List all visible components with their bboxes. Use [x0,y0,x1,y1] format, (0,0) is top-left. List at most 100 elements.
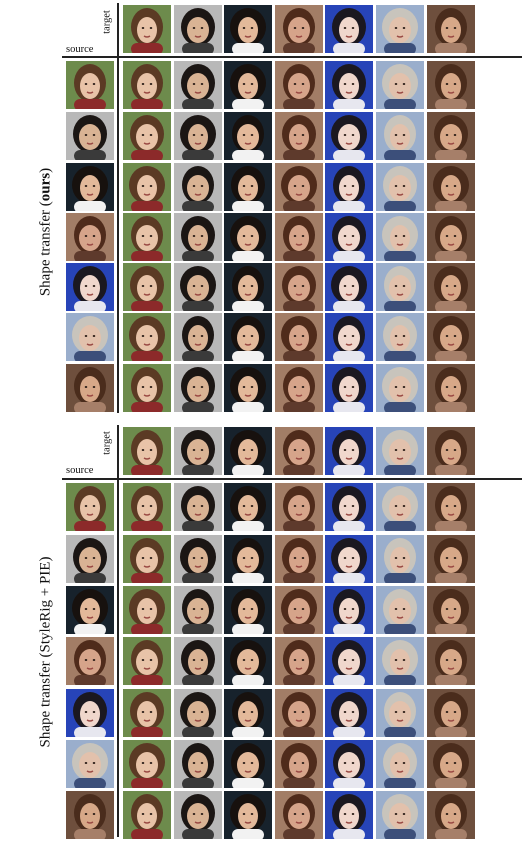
bottom-result-face [123,637,171,685]
top-result-face [123,112,171,160]
top-result-face [427,112,475,160]
bottom-result-face [376,483,424,531]
top-result-face [427,364,475,412]
bottom-result-face [376,689,424,737]
bottom-result-face [123,586,171,634]
bottom-result-face [275,689,323,737]
top-result-face [325,112,373,160]
top-result-face [376,163,424,211]
bottom-result-face [275,791,323,839]
top-target-face-woman-brown-hair-smile [427,5,475,53]
bottom-vertical-rule [117,425,119,837]
bottom-result-face [325,791,373,839]
top-result-face [275,263,323,311]
top-result-face [325,313,373,361]
top-result-face [224,61,272,109]
top-result-face [275,213,323,261]
bottom-source-face-woman-brown-hair [66,637,114,685]
bottom-result-face [275,586,323,634]
bottom-source-face-woman-brown-hair-smile [66,791,114,839]
top-result-face [275,364,323,412]
top-result-face [325,213,373,261]
top-source-face-asian-woman-black-hair [66,112,114,160]
bottom-result-face [123,689,171,737]
top-result-face [174,213,222,261]
bottom-result-face [224,535,272,583]
top-result-face [325,61,373,109]
top-source-face-young-man-suit [66,163,114,211]
top-source-face-woman-brown-hair [66,213,114,261]
top-source-face-asian-woman-blue-bg [66,263,114,311]
top-side-label-bold: ours [37,172,54,202]
bottom-target-label: target [101,431,113,455]
top-result-face [376,313,424,361]
top-source-face-woman-red-lips [66,61,114,109]
bottom-target-face-woman-brown-hair [275,427,323,475]
bottom-result-face [123,483,171,531]
bottom-target-face-asian-woman-black-hair [174,427,222,475]
bottom-result-face [427,637,475,685]
top-result-face [325,364,373,412]
top-result-face [174,263,222,311]
bottom-result-face [376,586,424,634]
top-target-face-woman-brown-hair [275,5,323,53]
top-result-face [325,263,373,311]
top-result-face [427,313,475,361]
top-result-face [275,112,323,160]
bottom-source-face-asian-woman-blue-bg [66,689,114,737]
top-target-face-woman-red-lips [123,5,171,53]
bottom-horizontal-rule [62,478,522,480]
bottom-result-face [275,740,323,788]
top-result-face [427,263,475,311]
bottom-result-face [123,740,171,788]
bottom-result-face [376,791,424,839]
bottom-target-face-young-man-suit [224,427,272,475]
top-source-label: source [66,44,94,55]
bottom-result-face [174,689,222,737]
bottom-source-face-blond-man [66,740,114,788]
bottom-result-face [275,535,323,583]
bottom-result-face [174,483,222,531]
bottom-result-face [325,535,373,583]
bottom-result-face [174,637,222,685]
bottom-result-face [224,689,272,737]
bottom-result-face [376,637,424,685]
bottom-result-face [325,689,373,737]
bottom-source-face-asian-woman-black-hair [66,535,114,583]
bottom-result-face [174,535,222,583]
top-result-face [174,112,222,160]
top-result-face [174,313,222,361]
top-result-face [224,313,272,361]
bottom-target-face-blond-man [376,427,424,475]
bottom-result-face [224,637,272,685]
top-side-label-suffix: ) [37,167,54,173]
bottom-result-face [376,740,424,788]
top-result-face [275,313,323,361]
bottom-result-face [224,586,272,634]
top-result-face [275,163,323,211]
top-result-face [123,61,171,109]
top-source-face-woman-brown-hair-smile [66,364,114,412]
top-result-face [376,112,424,160]
bottom-result-face [427,791,475,839]
top-result-face [376,364,424,412]
bottom-result-face [427,535,475,583]
bottom-result-face [325,586,373,634]
bottom-result-face [174,586,222,634]
bottom-side-label: Shape transfer (StyleRig + PIE) [37,556,54,748]
top-horizontal-rule [62,56,522,58]
bottom-result-face [224,791,272,839]
top-result-face [224,213,272,261]
top-source-face-blond-man [66,313,114,361]
top-result-face [123,364,171,412]
top-result-face [174,61,222,109]
top-target-face-asian-woman-blue-bg [325,5,373,53]
bottom-result-face [427,483,475,531]
top-result-face [224,263,272,311]
bottom-result-face [376,535,424,583]
bottom-result-face [325,483,373,531]
top-target-face-asian-woman-black-hair [174,5,222,53]
bottom-result-face [123,535,171,583]
bottom-target-face-woman-red-lips [123,427,171,475]
top-target-face-young-man-suit [224,5,272,53]
